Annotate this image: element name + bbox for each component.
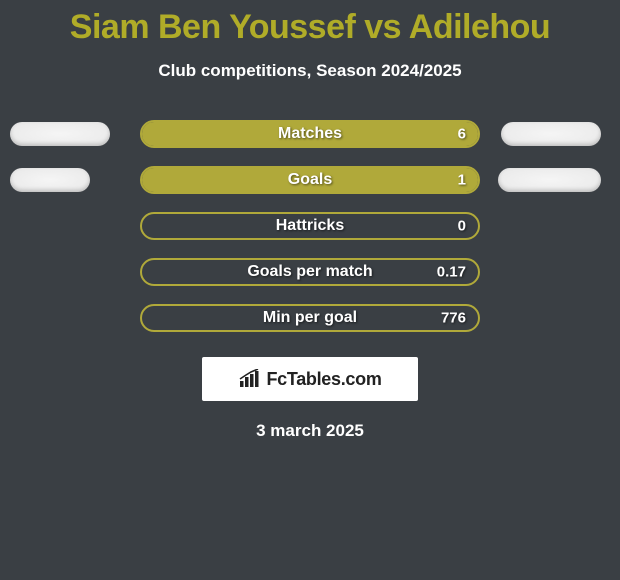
stat-label: Goals per match: [142, 263, 478, 281]
right-pill: [501, 122, 601, 146]
stat-label: Hattricks: [142, 217, 478, 235]
branding-text: FcTables.com: [266, 369, 381, 390]
stat-row: Goals 1: [0, 157, 620, 203]
page-subtitle: Club competitions, Season 2024/2025: [0, 61, 620, 81]
stat-row: Matches 6: [0, 111, 620, 157]
stat-bar: Hattricks 0: [140, 212, 480, 240]
stat-row: Min per goal 776: [0, 295, 620, 341]
stat-row: Hattricks 0: [0, 203, 620, 249]
stat-label: Min per goal: [142, 309, 478, 327]
stat-bar: Goals 1: [140, 166, 480, 194]
stat-value: 0: [458, 218, 466, 235]
left-pill: [10, 122, 110, 146]
stat-bar: Min per goal 776: [140, 304, 480, 332]
page-title: Siam Ben Youssef vs Adilehou: [0, 0, 620, 47]
stat-row: Goals per match 0.17: [0, 249, 620, 295]
stat-bar: Goals per match 0.17: [140, 258, 480, 286]
stat-bar: Matches 6: [140, 120, 480, 148]
branding-badge: FcTables.com: [202, 357, 418, 401]
chart-icon: [238, 369, 262, 389]
bar-fill: [142, 168, 478, 192]
stat-value: 776: [441, 310, 466, 327]
stat-value: 0.17: [437, 264, 466, 281]
left-pill: [10, 168, 90, 192]
footer-date: 3 march 2025: [0, 421, 620, 441]
right-pill: [498, 168, 601, 192]
bar-fill: [142, 122, 478, 146]
comparison-chart: Matches 6 Goals 1 Hattricks 0 Goals per …: [0, 111, 620, 341]
